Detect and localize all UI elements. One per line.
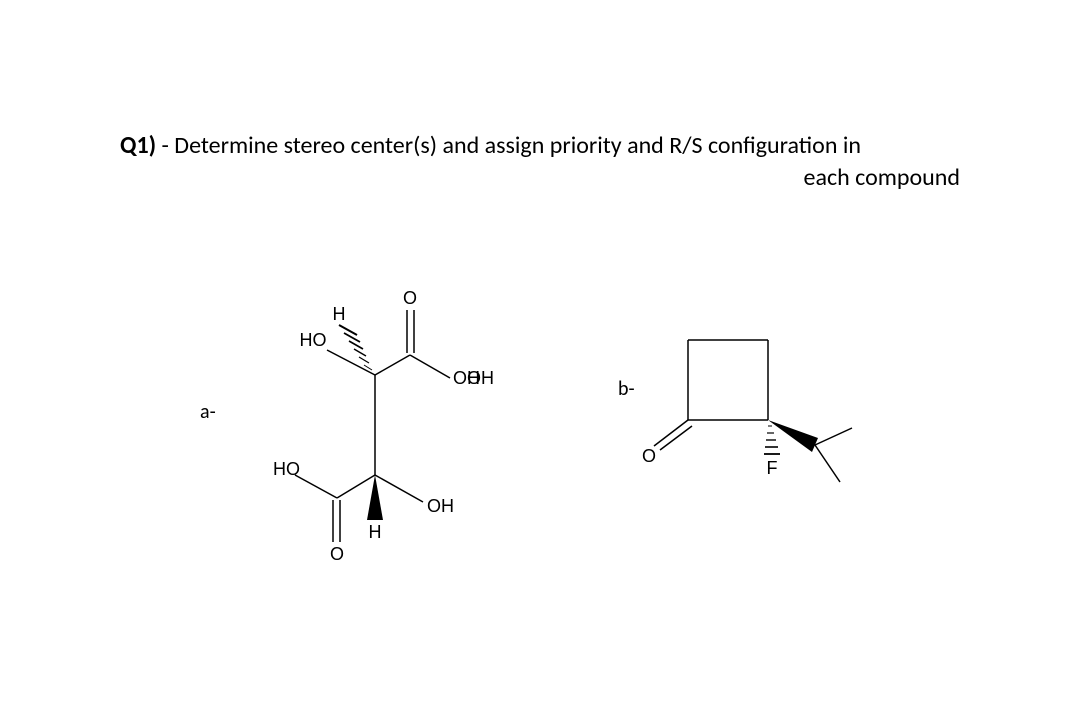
question-line2: each compound [120,162,960,193]
atom-O-top: O [403,288,417,308]
bond-ipr-2 [815,445,840,482]
part-b-label: b- [618,377,635,401]
page-root: Q1) - Determine stereo center(s) and ass… [0,0,1080,721]
atom-OH-top2: OH [453,368,480,388]
bond-top-cooh [375,355,410,375]
hash-wedge-F [764,426,780,454]
atom-O-exo: O [642,446,656,466]
atom-H-top: H [333,304,346,324]
structure-b: O F [640,310,900,530]
bond-top-oh [410,355,450,378]
question-text2: each compound [804,163,961,192]
structure-a: H HO O OH OH H HO O OH [245,280,505,580]
atom-HO-bot: HO [273,459,300,479]
bond-ipr-1 [815,428,852,445]
question-line1: Q1) - Determine stereo center(s) and ass… [120,130,960,161]
atom-H-bottom: H [369,522,382,542]
wedge-bottom-H [367,475,383,520]
bond-bot-oh [375,475,423,502]
atom-HO-top: HO [300,330,327,350]
part-a-label: a- [200,400,216,424]
atom-O-bot: O [330,544,344,564]
question-id: Q1) [120,131,156,160]
bond-bot-cooh [337,475,375,498]
atom-F: F [767,458,778,478]
bond-bot-ho [295,475,337,498]
hash-wedge-top [339,325,372,370]
atom-OH-bot: OH [427,496,454,516]
question-text1: - Determine stereo center(s) and assign … [156,131,861,160]
